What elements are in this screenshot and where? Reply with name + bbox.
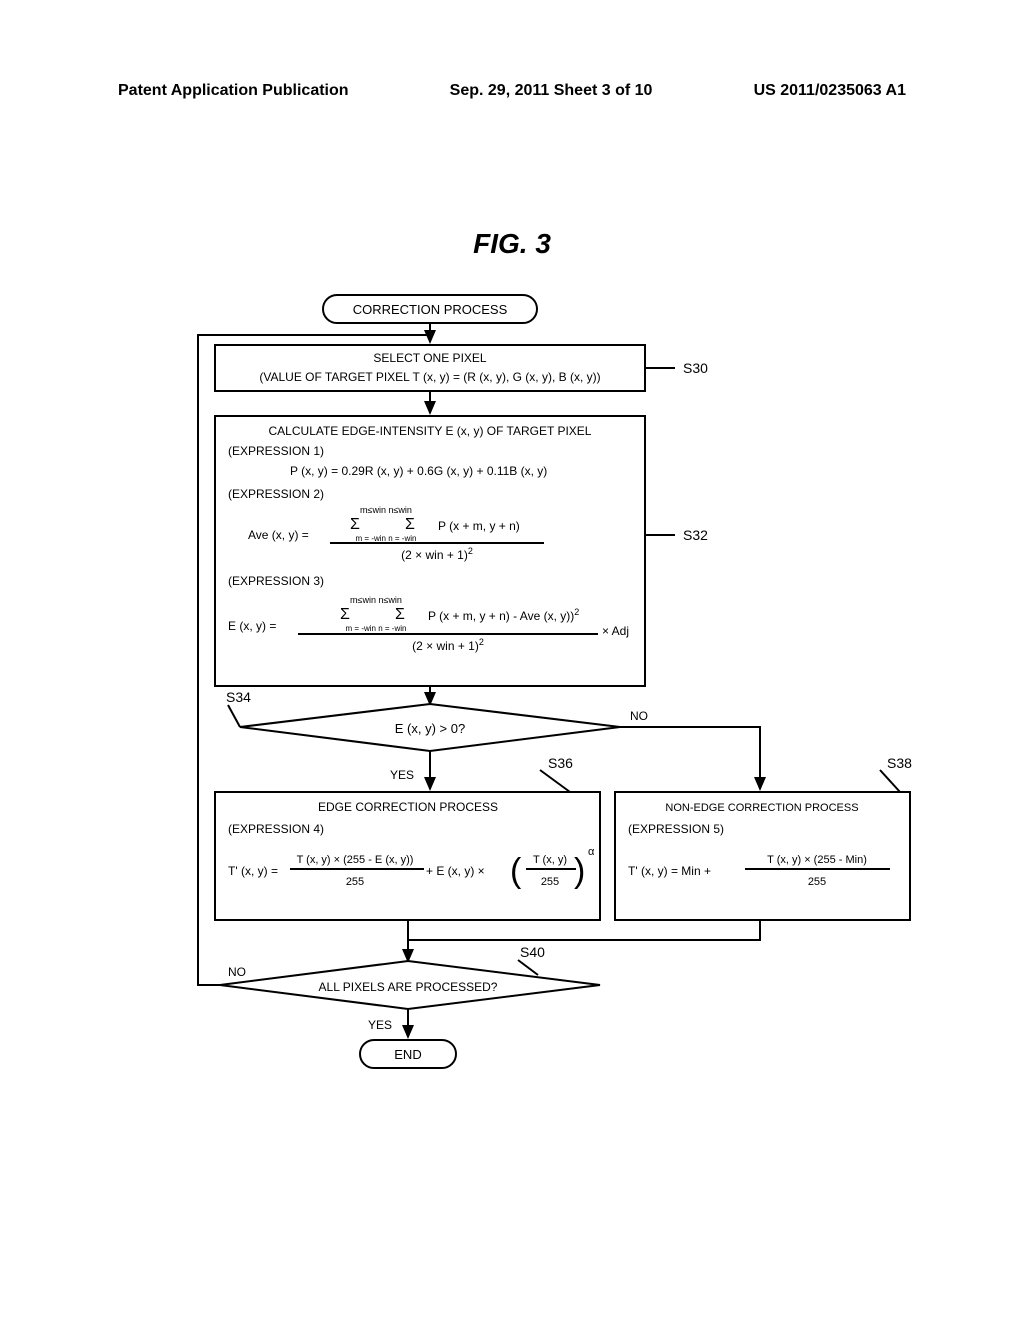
- svg-text:T (x, y): T (x, y): [533, 854, 567, 866]
- ref-s32: S32: [683, 527, 708, 543]
- svg-text:T (x, y) × (255 - E (x, y)): T (x, y) × (255 - E (x, y)): [297, 854, 414, 866]
- svg-text:Ave (x, y) =: Ave (x, y) =: [248, 528, 309, 542]
- svg-text:ALL PIXELS ARE PROCESSED?: ALL PIXELS ARE PROCESSED?: [319, 980, 498, 994]
- flowchart: CORRECTION PROCESS SELECT ONE PIXEL (VAL…: [190, 295, 930, 1150]
- ref-s40: S40: [520, 944, 545, 960]
- svg-text:+ E (x, y) ×: + E (x, y) ×: [426, 864, 485, 878]
- ref-s36: S36: [548, 755, 573, 771]
- ref-s30: S30: [683, 360, 708, 376]
- svg-text:(EXPRESSION 3): (EXPRESSION 3): [228, 574, 324, 588]
- svg-text:(2 × win + 1)2: (2 × win + 1)2: [401, 546, 473, 562]
- svg-text:NON-EDGE CORRECTION PROCESS: NON-EDGE CORRECTION PROCESS: [665, 802, 858, 814]
- node-s34-decision: E (x, y) > 0?: [240, 704, 620, 751]
- svg-text:m≤win n≤win: m≤win n≤win: [360, 505, 412, 515]
- svg-text:× Adj: × Adj: [602, 624, 629, 638]
- node-s36: EDGE CORRECTION PROCESS (EXPRESSION 4) T…: [215, 792, 600, 920]
- svg-text:EDGE CORRECTION PROCESS: EDGE CORRECTION PROCESS: [318, 800, 498, 814]
- svg-text:m≤win n≤win: m≤win n≤win: [350, 595, 402, 605]
- svg-text:α: α: [588, 846, 595, 858]
- svg-text:T' (x, y) = Min +: T' (x, y) = Min +: [628, 864, 711, 878]
- svg-text:(: (: [510, 852, 522, 890]
- header-center: Sep. 29, 2011 Sheet 3 of 10: [450, 82, 653, 100]
- svg-text:E (x, y) > 0?: E (x, y) > 0?: [395, 721, 465, 736]
- svg-text:P (x, y) = 0.29R (x, y) + 0.6G: P (x, y) = 0.29R (x, y) + 0.6G (x, y) + …: [290, 464, 547, 478]
- svg-text:Σ: Σ: [350, 516, 360, 533]
- svg-text:m = -win n = -win: m = -win n = -win: [346, 624, 407, 633]
- svg-text:CORRECTION PROCESS: CORRECTION PROCESS: [353, 302, 508, 317]
- svg-text:(2 × win + 1)2: (2 × win + 1)2: [412, 637, 484, 653]
- svg-text:E (x, y) =: E (x, y) =: [228, 619, 276, 633]
- node-s40-decision: ALL PIXELS ARE PROCESSED?: [220, 961, 600, 1009]
- svg-text:T (x, y) × (255 - Min): T (x, y) × (255 - Min): [767, 854, 867, 866]
- svg-text:END: END: [394, 1047, 421, 1062]
- svg-text:P (x + m, y + n): P (x + m, y + n): [438, 519, 520, 533]
- node-end: END: [360, 1040, 456, 1068]
- svg-text:Σ: Σ: [340, 606, 350, 623]
- svg-text:Σ: Σ: [395, 606, 405, 623]
- edge-no-2: NO: [228, 965, 246, 979]
- svg-text:(VALUE OF TARGET PIXEL T (x, y: (VALUE OF TARGET PIXEL T (x, y) = (R (x,…: [259, 370, 600, 384]
- svg-text:255: 255: [346, 876, 364, 888]
- svg-text:255: 255: [808, 876, 826, 888]
- figure-title: FIG. 3: [0, 228, 1024, 260]
- svg-text:(EXPRESSION 5): (EXPRESSION 5): [628, 822, 724, 836]
- edge-yes-2: YES: [368, 1018, 392, 1032]
- node-s32: CALCULATE EDGE-INTENSITY E (x, y) OF TAR…: [215, 416, 645, 686]
- svg-text:): ): [574, 852, 585, 890]
- ref-s38: S38: [887, 755, 912, 771]
- svg-text:(EXPRESSION 2): (EXPRESSION 2): [228, 487, 324, 501]
- svg-text:CALCULATE EDGE-INTENSITY E (x,: CALCULATE EDGE-INTENSITY E (x, y) OF TAR…: [269, 424, 592, 438]
- ref-s34: S34: [226, 689, 251, 705]
- edge-no-1: NO: [630, 709, 648, 723]
- header-left: Patent Application Publication: [118, 82, 349, 100]
- header-right: US 2011/0235063 A1: [754, 82, 906, 100]
- svg-text:m = -win n = -win: m = -win n = -win: [356, 534, 417, 543]
- svg-text:P (x + m, y + n) - Ave (x, y)): P (x + m, y + n) - Ave (x, y))2: [428, 607, 579, 623]
- svg-text:(EXPRESSION 4): (EXPRESSION 4): [228, 822, 324, 836]
- svg-text:255: 255: [541, 876, 559, 888]
- page-header: Patent Application Publication Sep. 29, …: [0, 82, 1024, 100]
- node-s30: SELECT ONE PIXEL (VALUE OF TARGET PIXEL …: [215, 345, 645, 391]
- edge-yes-1: YES: [390, 768, 414, 782]
- node-s38: NON-EDGE CORRECTION PROCESS (EXPRESSION …: [615, 792, 910, 920]
- svg-text:SELECT ONE PIXEL: SELECT ONE PIXEL: [373, 351, 486, 365]
- svg-text:Σ: Σ: [405, 516, 415, 533]
- svg-text:(EXPRESSION 1): (EXPRESSION 1): [228, 444, 324, 458]
- node-start: CORRECTION PROCESS: [323, 295, 537, 323]
- svg-text:T' (x, y) =: T' (x, y) =: [228, 864, 278, 878]
